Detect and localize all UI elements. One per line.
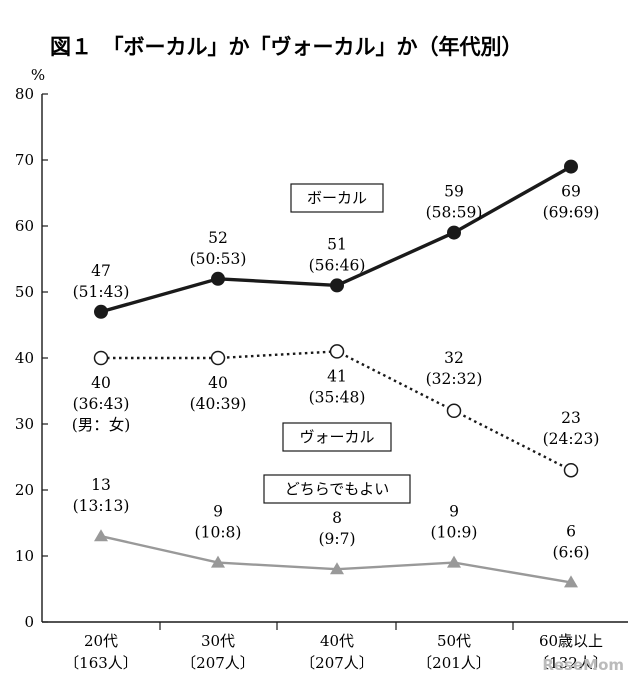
y-tick-label: 70 [15,151,34,169]
y-unit-label: % [31,66,45,84]
x-tick-label: 30代 [201,632,235,650]
series-markers [93,159,579,588]
data-point [563,462,579,478]
data-label: 52 [208,229,228,247]
data-label: 51 [327,235,347,253]
y-tick-label: 30 [15,415,34,433]
data-label: 32 [444,349,464,367]
data-label-ratio: (58:59) [426,204,483,222]
data-label: 8 [332,509,342,527]
data-label-ratio: (69:69) [543,204,600,222]
x-tick-label: 60歳以上 [539,632,603,650]
y-tick-label: 80 [15,85,34,103]
data-point [211,555,225,568]
data-label-ratio: (35:48) [309,388,366,406]
data-label-annotation: (男：女) [72,415,131,434]
series-name-box [290,183,384,213]
data-label: 47 [91,262,111,280]
data-point [447,555,461,568]
data-point [94,304,108,319]
series-name-label: ボーカル [307,189,367,207]
data-label: 40 [208,374,228,392]
chart-title: 図１ 「ボーカル」か「ヴォーカル」か（年代別） [50,35,523,59]
data-point [211,271,225,286]
data-point [330,278,344,293]
data-label-ratio: (6:6) [552,543,589,561]
data-label-ratio: (24:23) [543,430,600,448]
x-tick-count-label: 〔207人〕 [181,654,255,672]
data-point [210,350,226,366]
y-tick-label: 0 [24,613,34,631]
data-point [447,225,461,240]
data-label: 9 [213,503,223,521]
data-label-ratio: (13:13) [73,497,130,515]
data-label: 69 [561,183,581,201]
data-label: 13 [91,476,111,494]
data-label: 41 [327,367,347,385]
data-point [93,350,109,366]
axes: 0 10 20 30 40 50 60 70 80% 20代〔163人〕 30代〔207人〕 40代〔… [15,66,628,672]
data-point [446,403,462,419]
series-name-label: ヴォーカル [299,428,374,446]
data-label-ratio: (10:9) [431,524,478,542]
data-label: 9 [449,503,459,521]
y-tick-label: 40 [15,349,34,367]
x-tick-count-label: 〔207人〕 [300,654,374,672]
data-point [329,344,345,359]
data-label: 59 [444,183,464,201]
data-label-ratio: (9:7) [318,530,355,548]
data-label: 6 [566,522,576,540]
data-point [94,529,108,542]
y-tick-label: 10 [15,547,34,565]
x-tick-count-label: 〔132人〕 [534,654,608,672]
x-tick-count-label: 〔163人〕 [64,654,138,672]
data-labels: 47(51:43)52(50:53)51(56:46)59(58:59)69(6… [72,183,600,562]
series-name-box [282,422,392,452]
data-point [564,159,578,174]
y-tick-label: 60 [15,217,34,235]
data-label: 40 [91,374,111,392]
y-tick-label: 20 [15,481,34,499]
x-tick-label: 40代 [320,632,354,650]
data-label-ratio: (40:39) [190,395,247,413]
x-tick-label: 20代 [84,632,118,650]
data-label-ratio: (10:8) [195,524,242,542]
y-tick-label: 50 [15,283,34,301]
series-name-box [263,474,411,504]
data-label-ratio: (32:32) [426,370,483,388]
data-label-ratio: (50:53) [190,250,247,268]
data-label: 23 [561,409,581,427]
data-label-ratio: (51:43) [73,283,130,301]
data-label-ratio: (36:43) [73,395,130,413]
data-point [330,562,344,575]
x-tick-label: 50代 [437,632,471,650]
data-label-ratio: (56:46) [309,256,366,274]
watermark: ReseMom [542,656,624,674]
series-name-label: どちらでもよい [285,480,390,498]
x-tick-count-label: 〔201人〕 [417,654,491,672]
data-point [564,575,578,588]
